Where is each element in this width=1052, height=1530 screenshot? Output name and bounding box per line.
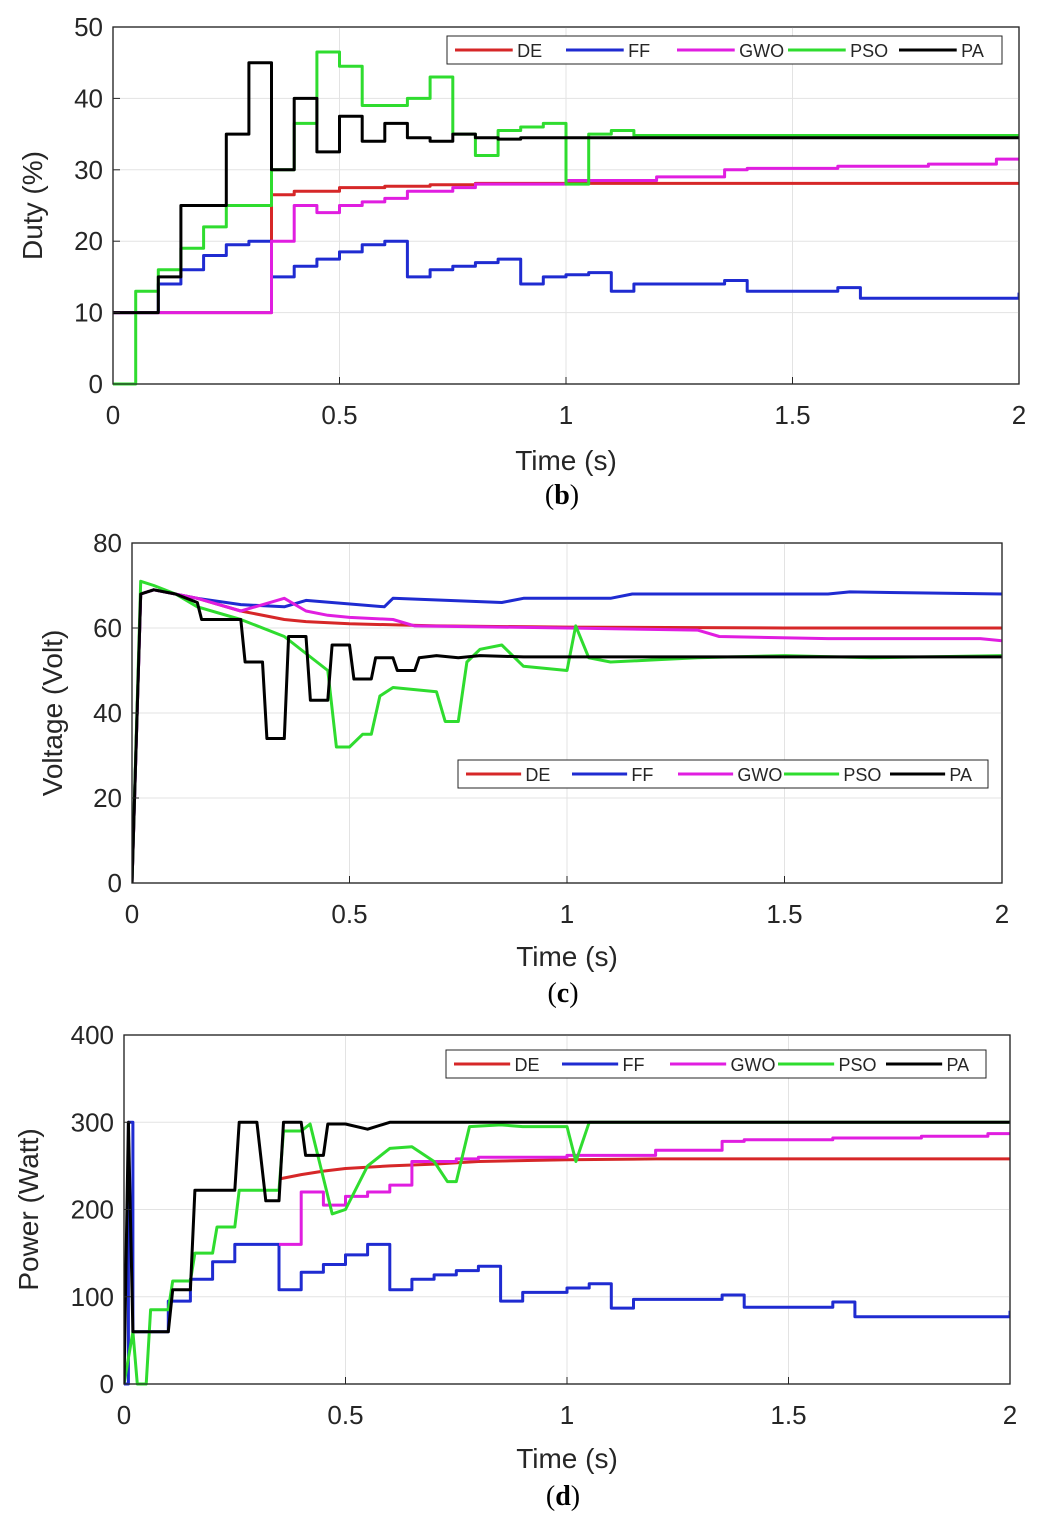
legend-label-pa: PA xyxy=(949,765,972,785)
y-tick-label: 400 xyxy=(71,1020,114,1050)
paren: ) xyxy=(570,480,579,511)
x-tick-label: 2 xyxy=(995,899,1009,929)
legend-label-pso: PSO xyxy=(850,41,888,61)
series-line-pa xyxy=(113,61,1019,315)
y-axis-label: Power (Watt) xyxy=(13,1128,44,1290)
legend-label-gwo: GWO xyxy=(737,765,782,785)
x-tick-label: 1 xyxy=(559,400,573,430)
legend-label-pso: PSO xyxy=(838,1055,876,1075)
legend: DE FF GWO PSO PA xyxy=(445,1049,987,1079)
panel-letter: b xyxy=(554,480,570,511)
series-line-ff xyxy=(113,239,1019,315)
series-line-pa xyxy=(124,1120,1010,1385)
x-axis-label: Time (s) xyxy=(516,941,618,972)
y-tick-label: 30 xyxy=(74,155,103,185)
x-axis-label: Time (s) xyxy=(515,445,617,476)
x-tick-label: 0.5 xyxy=(331,899,367,929)
legend-label-pa: PA xyxy=(961,41,984,61)
panel-letter: c xyxy=(557,978,569,1009)
paren: ) xyxy=(569,978,578,1009)
legend-label-de: DE xyxy=(525,765,550,785)
x-tick-label: 2 xyxy=(1003,1400,1017,1430)
panel-caption: (d) xyxy=(546,1481,580,1512)
y-tick-label: 0 xyxy=(108,868,122,898)
paren: ) xyxy=(571,1481,580,1512)
series-group xyxy=(124,1120,1010,1386)
x-tick-label: 0 xyxy=(106,400,120,430)
legend-label-de: DE xyxy=(517,41,542,61)
y-tick-label: 40 xyxy=(74,83,103,113)
y-tick-label: 20 xyxy=(93,783,122,813)
panel-caption: (b) xyxy=(545,480,579,511)
paren: ( xyxy=(545,480,554,511)
legend-label-ff: FF xyxy=(628,41,650,61)
legend-label-ff: FF xyxy=(631,765,653,785)
y-axis-label: Duty (%) xyxy=(17,151,48,260)
power-chart: 0 0.5 1 1.5 2 0 100 200 300 400 Time (s) Power (Wat… xyxy=(13,1020,1017,1512)
y-tick-label: 10 xyxy=(74,298,103,328)
series-line-gwo xyxy=(279,1132,1010,1246)
x-tick-label: 1 xyxy=(560,1400,574,1430)
y-tick-label: 40 xyxy=(93,698,122,728)
x-tick-label: 0.5 xyxy=(321,400,357,430)
series-line-ff xyxy=(124,1120,1010,1386)
legend-label-gwo: GWO xyxy=(739,41,784,61)
paren: ( xyxy=(547,978,556,1009)
series-line-pso xyxy=(113,50,1019,386)
series-group xyxy=(132,579,1002,884)
y-axis-label: Voltage (Volt) xyxy=(37,630,68,797)
legend: DE FF GWO PSO PA xyxy=(446,35,1003,65)
x-tick-label: 0 xyxy=(117,1400,131,1430)
legend-label-ff: FF xyxy=(622,1055,644,1075)
legend-label-pso: PSO xyxy=(843,765,881,785)
x-axis-label: Time (s) xyxy=(516,1443,618,1474)
x-tick-label: 0.5 xyxy=(327,1400,363,1430)
y-tick-label: 0 xyxy=(89,369,103,399)
series-line-gwo xyxy=(113,157,1019,315)
y-tick-label: 80 xyxy=(93,528,122,558)
y-tick-label: 20 xyxy=(74,226,103,256)
paren: ( xyxy=(546,1481,555,1512)
series-line-pso xyxy=(124,1120,1010,1386)
legend-label-pa: PA xyxy=(946,1055,969,1075)
y-tick-label: 300 xyxy=(71,1107,114,1137)
panel-letter: d xyxy=(555,1481,571,1512)
series-line-pa xyxy=(132,588,1002,884)
y-tick-label: 60 xyxy=(93,613,122,643)
y-tick-label: 100 xyxy=(71,1282,114,1312)
x-tick-label: 1.5 xyxy=(766,899,802,929)
x-tick-label: 1 xyxy=(560,899,574,929)
legend-label-de: DE xyxy=(514,1055,539,1075)
y-tick-label: 50 xyxy=(74,12,103,42)
x-tick-label: 2 xyxy=(1012,400,1026,430)
series-group xyxy=(113,50,1019,386)
x-tick-label: 1.5 xyxy=(770,1400,806,1430)
x-tick-label: 1.5 xyxy=(774,400,810,430)
legend-label-gwo: GWO xyxy=(730,1055,775,1075)
legend: DE FF GWO PSO PA xyxy=(457,759,989,789)
y-tick-label: 200 xyxy=(71,1195,114,1225)
x-tick-label: 0 xyxy=(125,899,139,929)
y-tick-label: 0 xyxy=(100,1369,114,1399)
panel-caption: (c) xyxy=(547,978,578,1009)
